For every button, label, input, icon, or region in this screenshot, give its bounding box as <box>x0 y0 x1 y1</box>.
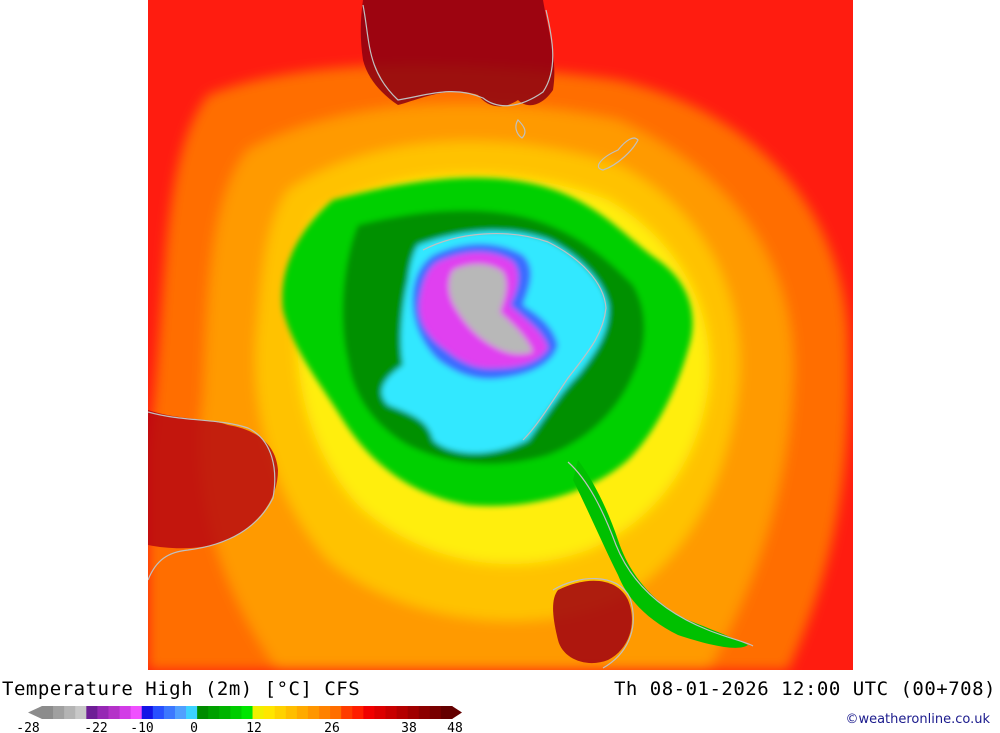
south-africa-hot-region <box>148 410 278 549</box>
legend-color-cell <box>319 706 331 719</box>
legend-color-cell <box>75 706 87 719</box>
legend-color-cell <box>86 706 98 719</box>
legend-tick-label: 12 <box>246 721 262 733</box>
tasmania-coastline <box>515 119 526 139</box>
credit-link[interactable]: ©weatheronline.co.uk <box>845 712 990 727</box>
legend-arrow-left <box>28 706 42 719</box>
legend-color-cell <box>330 706 342 719</box>
south-america-coastline <box>552 578 634 669</box>
legend-color-cell <box>341 706 353 719</box>
legend-color-cell <box>285 706 298 719</box>
antarctic-peninsula-cold-strip <box>573 460 748 648</box>
legend-color-cell <box>263 706 276 719</box>
legend-tick-label: -22 <box>84 721 107 733</box>
legend-color-cell <box>352 706 364 719</box>
legend-tick-label: -10 <box>130 721 153 733</box>
color-legend: -28 -22 -10 0 12 26 38 48 <box>16 706 463 733</box>
south-america-hot-region <box>553 580 632 664</box>
legend-color-cell <box>252 706 265 719</box>
legend-color-cell <box>307 706 320 719</box>
legend-color-cell <box>208 706 220 719</box>
legend-color-cell <box>53 706 65 719</box>
legend-color-cell <box>130 706 143 719</box>
temperature-map <box>148 0 853 670</box>
legend-color-cell <box>174 706 187 719</box>
legend-color-cell <box>363 706 375 719</box>
new-zealand-coastline <box>597 137 639 171</box>
legend-color-cell <box>163 706 176 719</box>
legend-color-cell <box>108 706 120 719</box>
legend-tick-label: -28 <box>16 721 39 733</box>
legend-color-cell <box>407 706 420 719</box>
forecast-datetime: Th 08-01-2026 12:00 UTC (00+708) <box>613 678 996 700</box>
australia-coastline <box>362 4 554 107</box>
coastlines <box>148 4 754 669</box>
legend-color-cell <box>274 706 287 719</box>
legend-color-cell <box>186 706 198 719</box>
legend-color-cell <box>440 706 453 719</box>
legend-tick-label: 38 <box>401 721 417 733</box>
grey-coldest-zone <box>448 264 533 354</box>
legend-tick-label: 48 <box>447 721 463 733</box>
legend-color-cell <box>296 706 309 719</box>
legend-color-cell <box>385 706 397 719</box>
legend-color-cell <box>396 706 409 719</box>
legend-color-cell <box>374 706 386 719</box>
legend-color-cell <box>152 706 165 719</box>
legend-color-cell <box>119 706 132 719</box>
legend-color-cell <box>219 706 231 719</box>
peninsula-coastline <box>567 461 754 647</box>
legend-color-cell <box>64 706 76 719</box>
antarctica-coastline <box>422 232 607 441</box>
legend-color-cell <box>230 706 242 719</box>
legend-color-cell <box>241 706 253 719</box>
legend-color-cell <box>42 706 54 719</box>
legend-arrow-right <box>452 706 462 719</box>
legend-color-cell <box>141 706 154 719</box>
africa-coastline <box>148 411 276 581</box>
legend-color-cell <box>197 706 209 719</box>
legend-color-cell <box>429 706 442 719</box>
legend-tick-label: 0 <box>190 721 198 733</box>
australia-hot-region <box>360 0 555 107</box>
chart-title: Temperature High (2m) [°C] CFS <box>2 678 361 700</box>
legend-color-cell <box>418 706 431 719</box>
legend-tick-label: 26 <box>324 721 340 733</box>
legend-color-cell <box>97 706 109 719</box>
